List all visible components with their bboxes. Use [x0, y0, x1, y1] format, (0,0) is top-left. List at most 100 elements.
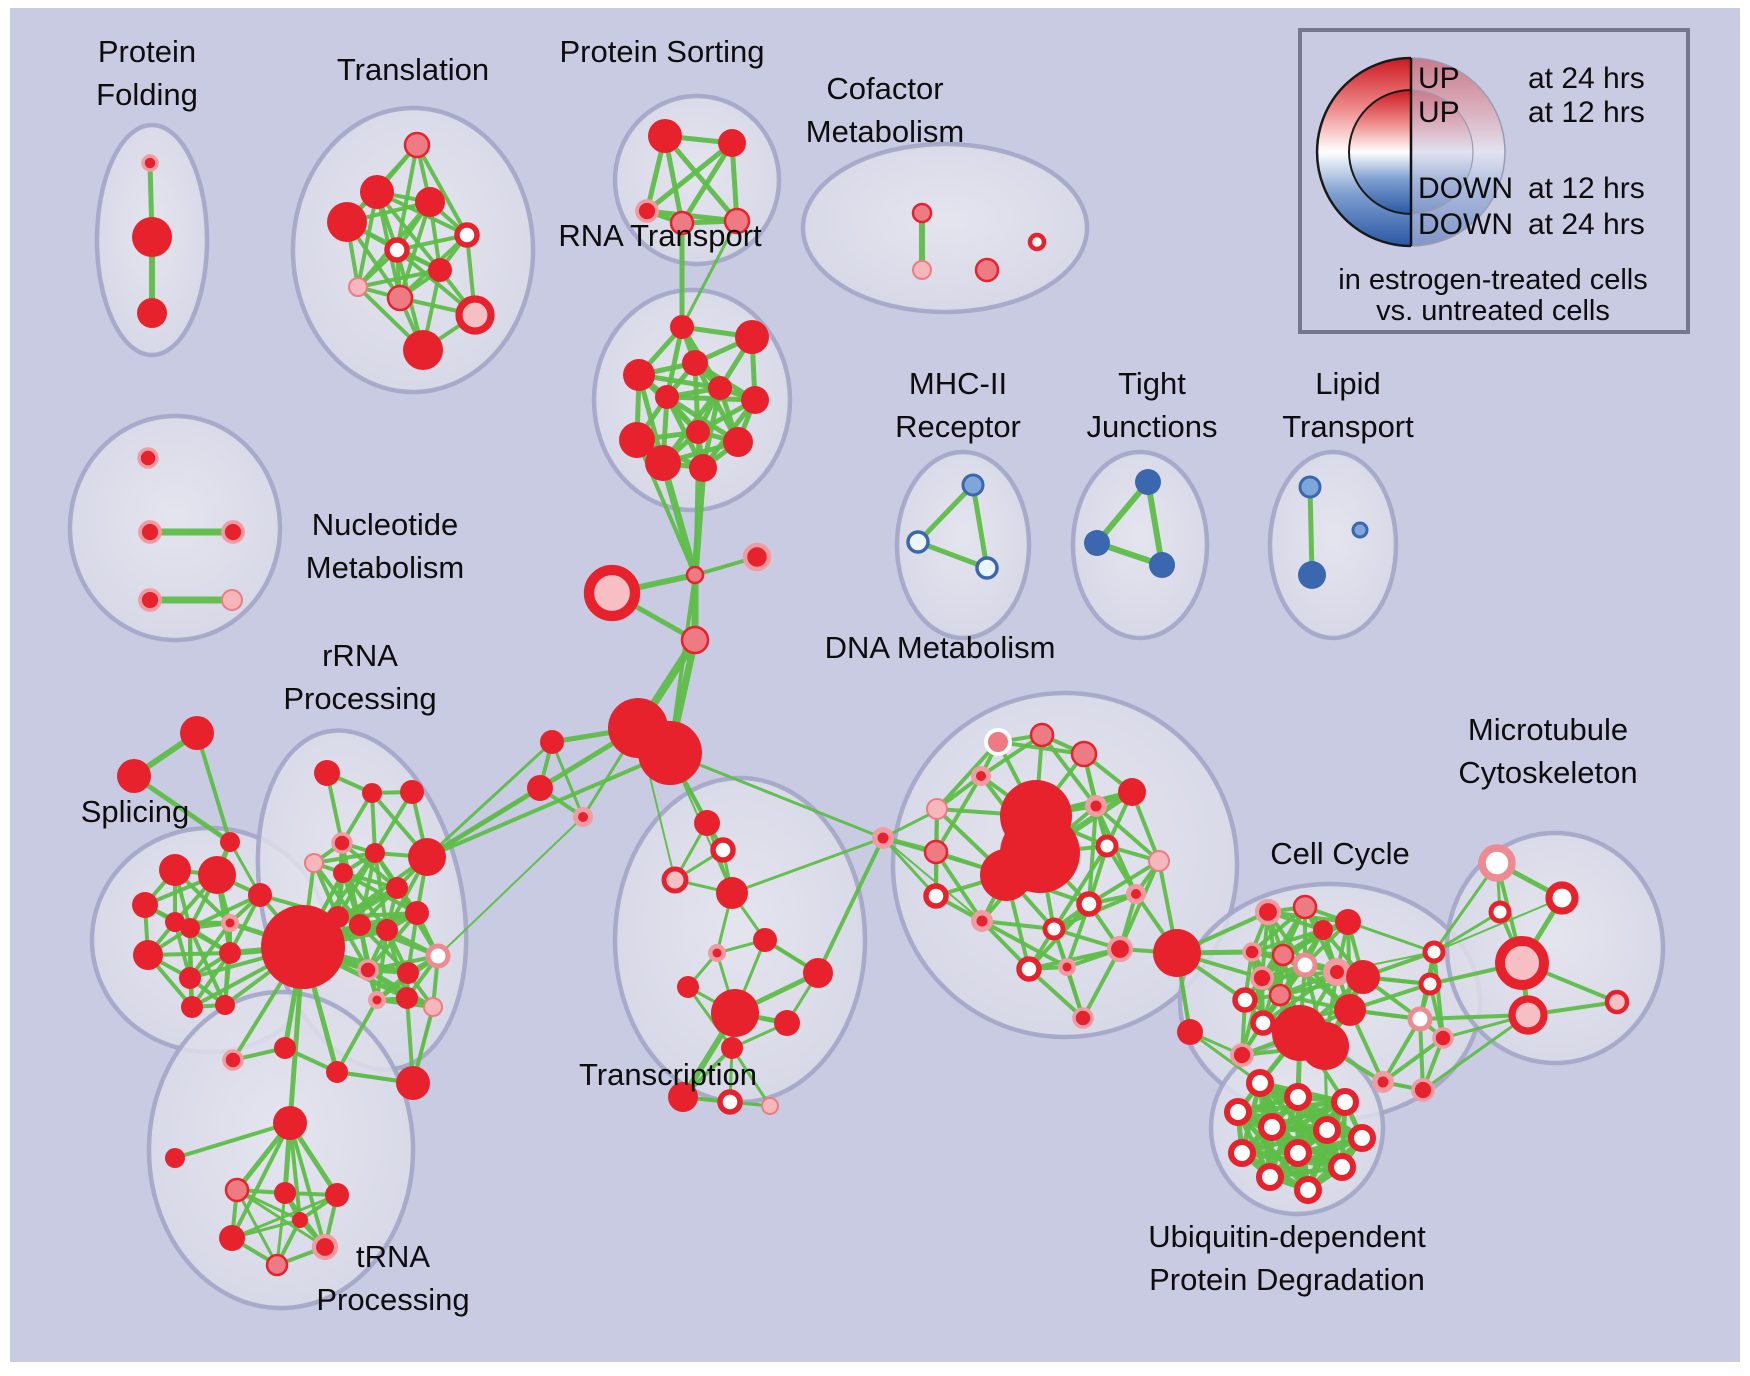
legend-inner-arc-right	[1410, 89, 1474, 215]
network-edge	[816, 836, 885, 975]
cluster-edge-translation	[356, 268, 442, 289]
legend-fade-half	[1411, 58, 1505, 246]
cluster-label-rna-transport: RNA Transport	[558, 218, 762, 253]
network-node-rna-transport	[686, 420, 710, 444]
network-node-rrna-processing	[331, 832, 353, 854]
network-node-ubiquitin-degradation	[1312, 1115, 1342, 1145]
network-node-rna-transport	[670, 315, 694, 339]
network-node-cell-cycle	[1335, 909, 1361, 935]
network-node-rrna-processing	[362, 783, 382, 803]
network-node-mhc-ii-receptor	[906, 530, 930, 554]
cluster-edge-dna-metabolism	[934, 774, 983, 854]
cluster-label-ubiquitin-degradation: Ubiquitin-dependent	[1148, 1219, 1426, 1254]
network-node-ubiquitin-degradation	[1223, 1097, 1253, 1127]
network-node-rna-transport	[655, 385, 679, 409]
network-node-trna-processing	[224, 1177, 250, 1203]
network-node-microtubule-cytoskeleton	[1488, 900, 1512, 924]
network-node-trna-processing	[273, 1106, 307, 1140]
network-node-cell-cycle	[1268, 983, 1292, 1007]
network-node-ubiquitin-degradation	[1327, 1152, 1357, 1182]
network-node-rna-transport	[735, 320, 769, 354]
cluster-label-tight-junctions: Junctions	[1087, 409, 1218, 444]
network-edge	[275, 1191, 287, 1267]
cluster-label-protein-folding: Protein	[98, 34, 196, 69]
network-node-cofactor-metabolism	[912, 260, 932, 280]
network-node-microtubule-cytoskeleton	[1495, 936, 1549, 990]
network-node-trna-processing	[219, 1225, 245, 1251]
network-node-dna-metabolism	[1177, 1019, 1203, 1045]
network-node-translation	[403, 330, 443, 370]
network-edge	[131, 773, 233, 845]
network-edge	[1094, 479, 1151, 546]
network-node-trna-processing	[292, 1212, 308, 1228]
network-edge	[550, 740, 585, 819]
cluster-edge-splicing	[188, 921, 232, 980]
network-node-microtubule-cytoskeleton	[1604, 989, 1630, 1015]
network-node-transcription	[661, 866, 689, 894]
network-node-transcription	[677, 976, 699, 998]
network-node-nucleotide-metabolism	[137, 447, 159, 469]
network-node-protein-folding	[141, 154, 159, 172]
network-node-splicing	[180, 918, 200, 938]
network-edge	[235, 1188, 279, 1267]
cluster-edge-cell-cycle	[1381, 1036, 1445, 1084]
network-node-dna-metabolism	[984, 728, 1012, 756]
network-node-rna-transport	[619, 422, 655, 458]
network-node-rrna-processing	[261, 905, 345, 989]
network-edge	[230, 1121, 292, 1240]
network-edge	[668, 751, 885, 840]
network-node-rrna-processing	[408, 838, 446, 876]
network-node-transcription	[694, 810, 720, 836]
network-node-rna-transport	[682, 350, 708, 376]
network-node-dna-metabolism	[1153, 929, 1201, 977]
network-edge	[970, 482, 990, 571]
network-node-transcription	[761, 1097, 779, 1115]
network-node-cofactor-metabolism	[1027, 232, 1047, 252]
network-edge	[425, 740, 554, 859]
network-node-dna-metabolism	[923, 839, 949, 865]
network-node-core	[1377, 1076, 1389, 1088]
legend-caption: in estrogen-treated cells	[1338, 264, 1648, 296]
cluster-edge-rrna-processing	[335, 998, 379, 1074]
network-node-dna-metabolism	[1029, 722, 1055, 748]
network-node-transcription	[710, 837, 736, 863]
cluster-label-microtubule-cytoskeleton: Cytoskeleton	[1458, 755, 1637, 790]
network-node-ubiquitin-degradation	[1245, 1068, 1275, 1098]
cluster-label-cell-cycle: Cell Cycle	[1270, 836, 1410, 871]
network-node-cell-cycle	[1301, 1022, 1349, 1070]
network-node-splicing	[132, 892, 158, 918]
network-node-rrna-processing	[425, 943, 451, 969]
cluster-edge-dna-metabolism	[1118, 859, 1161, 951]
network-edge	[1432, 910, 1502, 954]
network-node-translation	[403, 131, 431, 159]
network-node-dna-metabolism	[1076, 891, 1102, 917]
network-node-protein-folding	[132, 217, 172, 257]
cluster-edge-protein-sorting	[662, 133, 740, 224]
network-node-splicing-triangle	[220, 832, 240, 852]
cluster-edge-dna-metabolism	[1052, 844, 1109, 931]
network-edge	[680, 219, 739, 329]
network-node-dna-metabolism	[1106, 935, 1134, 963]
cluster-ellipse-tight-junctions	[1070, 449, 1210, 641]
legend-time-label: at 24 hrs	[1528, 208, 1645, 241]
network-node-ubiquitin-degradation	[1227, 1138, 1257, 1168]
network-node-translation	[415, 187, 445, 217]
network-node-rrna-processing	[405, 901, 429, 925]
cluster-label-dna-metabolism: DNA Metabolism	[825, 630, 1056, 665]
network-edge	[1421, 1013, 1530, 1092]
cluster-edge-protein-sorting	[644, 140, 735, 214]
network-node-cell-cycle	[1230, 1043, 1254, 1067]
cluster-edge-dna-metabolism	[1087, 804, 1098, 906]
cluster-label-tight-junctions: Tight	[1118, 366, 1186, 401]
network-node-nucleotide-metabolism	[221, 589, 243, 611]
network-node-cell-cycle	[1250, 966, 1274, 990]
cluster-edge-dna-metabolism	[980, 919, 1069, 969]
network-node-rrna-processing	[400, 780, 424, 804]
network-node-protein-sorting	[723, 207, 751, 235]
network-node-cell-cycle	[1411, 1078, 1435, 1102]
network-node-splicing	[133, 940, 163, 970]
network-node-nucleotide-metabolism	[138, 588, 162, 612]
network-node-transcription	[668, 1082, 698, 1112]
legend-time-label: at 12 hrs	[1528, 96, 1645, 129]
